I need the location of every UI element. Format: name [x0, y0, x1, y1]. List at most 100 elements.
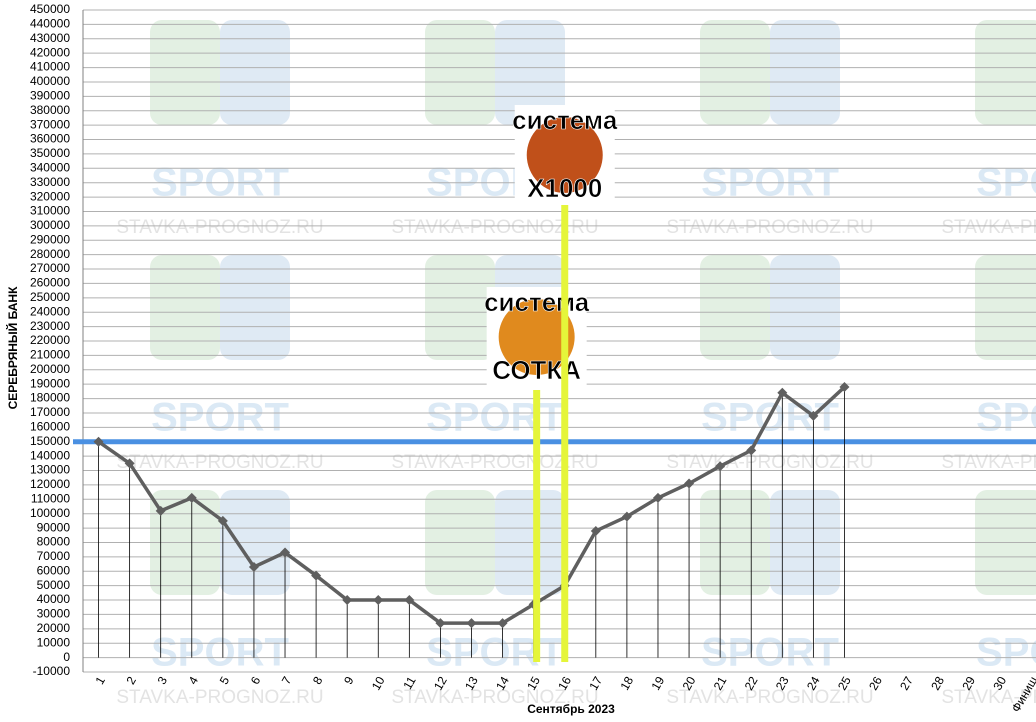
y-tick-label: 310000 — [30, 204, 70, 218]
y-tick-label: 430000 — [30, 31, 70, 45]
y-tick-label: 280000 — [30, 247, 70, 261]
watermark-shape — [220, 255, 290, 360]
x-tick-label: 2 — [123, 674, 139, 687]
x-tick-label: 30 — [990, 674, 1009, 693]
watermark-site: STAVKA-PROGNOZ.RU — [941, 452, 1036, 473]
annotation-top: система — [484, 287, 590, 317]
point-marker — [311, 570, 322, 581]
y-tick-label: 450000 — [30, 2, 70, 16]
y-tick-label: 110000 — [31, 491, 70, 505]
watermark-site: STAVKA-PROGNOZ.RU — [391, 687, 598, 708]
x-tick-label: 18 — [617, 674, 636, 693]
y-tick-label: 20000 — [37, 621, 71, 635]
watermark-shape — [770, 20, 840, 125]
y-tick-label: 170000 — [30, 405, 70, 419]
y-tick-label: 390000 — [30, 89, 70, 103]
x-tick-label: 9 — [341, 674, 357, 687]
annotation-top: система — [512, 105, 618, 135]
y-tick-label: 330000 — [30, 175, 70, 189]
y-tick-label: 10000 — [37, 635, 71, 649]
y-tick-label: 120000 — [30, 477, 70, 491]
watermark-shape — [495, 20, 565, 125]
watermark-shape — [770, 255, 840, 360]
x-tick-label: 12 — [431, 674, 450, 693]
y-tick-label: 190000 — [30, 376, 70, 390]
watermark-logo: SPORT — [151, 631, 289, 675]
y-tick-label: 320000 — [30, 189, 70, 203]
x-tick-label: 13 — [462, 674, 481, 693]
point-marker — [746, 445, 757, 456]
x-tick-label: 22 — [742, 674, 761, 693]
y-tick-label: 140000 — [30, 448, 70, 462]
y-tick-label: 210000 — [30, 348, 70, 362]
point-marker — [715, 461, 726, 472]
point-marker — [155, 505, 166, 516]
y-tick-label: 150000 — [30, 434, 70, 448]
y-tick-label: 200000 — [30, 362, 70, 376]
y-tick-label: 350000 — [30, 146, 70, 160]
x-tick-label: 7 — [279, 674, 295, 687]
watermark-shape — [220, 20, 290, 125]
watermark-shape — [150, 255, 220, 360]
x-tick-label: 23 — [773, 674, 792, 693]
y-tick-label: 260000 — [30, 276, 70, 290]
point-marker — [621, 511, 632, 522]
y-tick-label: 300000 — [30, 218, 70, 232]
y-tick-label: 60000 — [37, 563, 71, 577]
watermark-logo: SPORT — [426, 631, 564, 675]
watermark-logo: SPORT — [426, 396, 564, 440]
x-tick-label: 20 — [680, 674, 699, 693]
x-tick-label: 25 — [835, 674, 854, 693]
watermark-site: STAVKA-PROGNOZ.RU — [116, 217, 323, 238]
y-tick-label: 370000 — [30, 117, 70, 131]
point-marker — [373, 595, 384, 606]
y-tick-label: 100000 — [30, 506, 70, 520]
y-tick-label: 0 — [63, 650, 70, 664]
watermark-shape — [425, 255, 495, 360]
x-tick-label: 8 — [310, 674, 326, 687]
watermark-site: STAVKA-PROGNOZ.RU — [941, 687, 1036, 708]
y-tick-label: 380000 — [30, 103, 70, 117]
x-tick-label: 3 — [155, 674, 171, 687]
y-tick-label: 180000 — [30, 391, 70, 405]
y-tick-label: 220000 — [30, 333, 70, 347]
watermark-site: STAVKA-PROGNOZ.RU — [666, 217, 873, 238]
plot: -100000100002000030000400005000060000700… — [30, 2, 1036, 715]
y-tick-label: 40000 — [37, 592, 71, 606]
y-tick-label: 290000 — [30, 232, 70, 246]
point-marker — [404, 595, 415, 606]
y-tick-label: 400000 — [30, 74, 70, 88]
point-marker — [342, 595, 353, 606]
y-tick-label: 360000 — [30, 132, 70, 146]
y-tick-label: 30000 — [37, 607, 71, 621]
x-tick-label: 27 — [897, 674, 916, 693]
point-marker — [248, 561, 259, 572]
point-marker — [466, 618, 477, 629]
y-axis-title: СЕРЕБРЯНЫЙ БАНК — [5, 286, 20, 410]
x-tick-label: 5 — [217, 674, 233, 687]
x-tick-label: 28 — [928, 674, 947, 693]
watermark-shape — [975, 20, 1036, 125]
point-marker — [808, 410, 819, 421]
point-marker — [217, 515, 228, 526]
y-tick-label: 130000 — [30, 463, 70, 477]
y-tick-label: 440000 — [30, 17, 70, 31]
watermark-site: STAVKA-PROGNOZ.RU — [666, 687, 873, 708]
watermark-site: STAVKA-PROGNOZ.RU — [391, 452, 598, 473]
y-tick-label: -10000 — [33, 664, 71, 678]
watermark-shape — [150, 20, 220, 125]
point-marker — [280, 547, 291, 558]
x-tick-label: 21 — [711, 674, 730, 693]
x-tick-label: 26 — [866, 674, 885, 693]
point-marker — [124, 458, 135, 469]
x-tick-label: 1 — [92, 674, 108, 687]
x-tick-label: 19 — [649, 674, 668, 693]
point-marker — [684, 478, 695, 489]
annotation-badge — [498, 299, 575, 375]
watermark-shape — [425, 20, 495, 125]
watermark-logo: SPORT — [976, 396, 1036, 440]
y-tick-label: 80000 — [37, 535, 71, 549]
watermark-logo: SPORT — [701, 631, 839, 675]
x-tick-label: 17 — [586, 674, 605, 693]
x-tick-label: 29 — [959, 674, 978, 693]
